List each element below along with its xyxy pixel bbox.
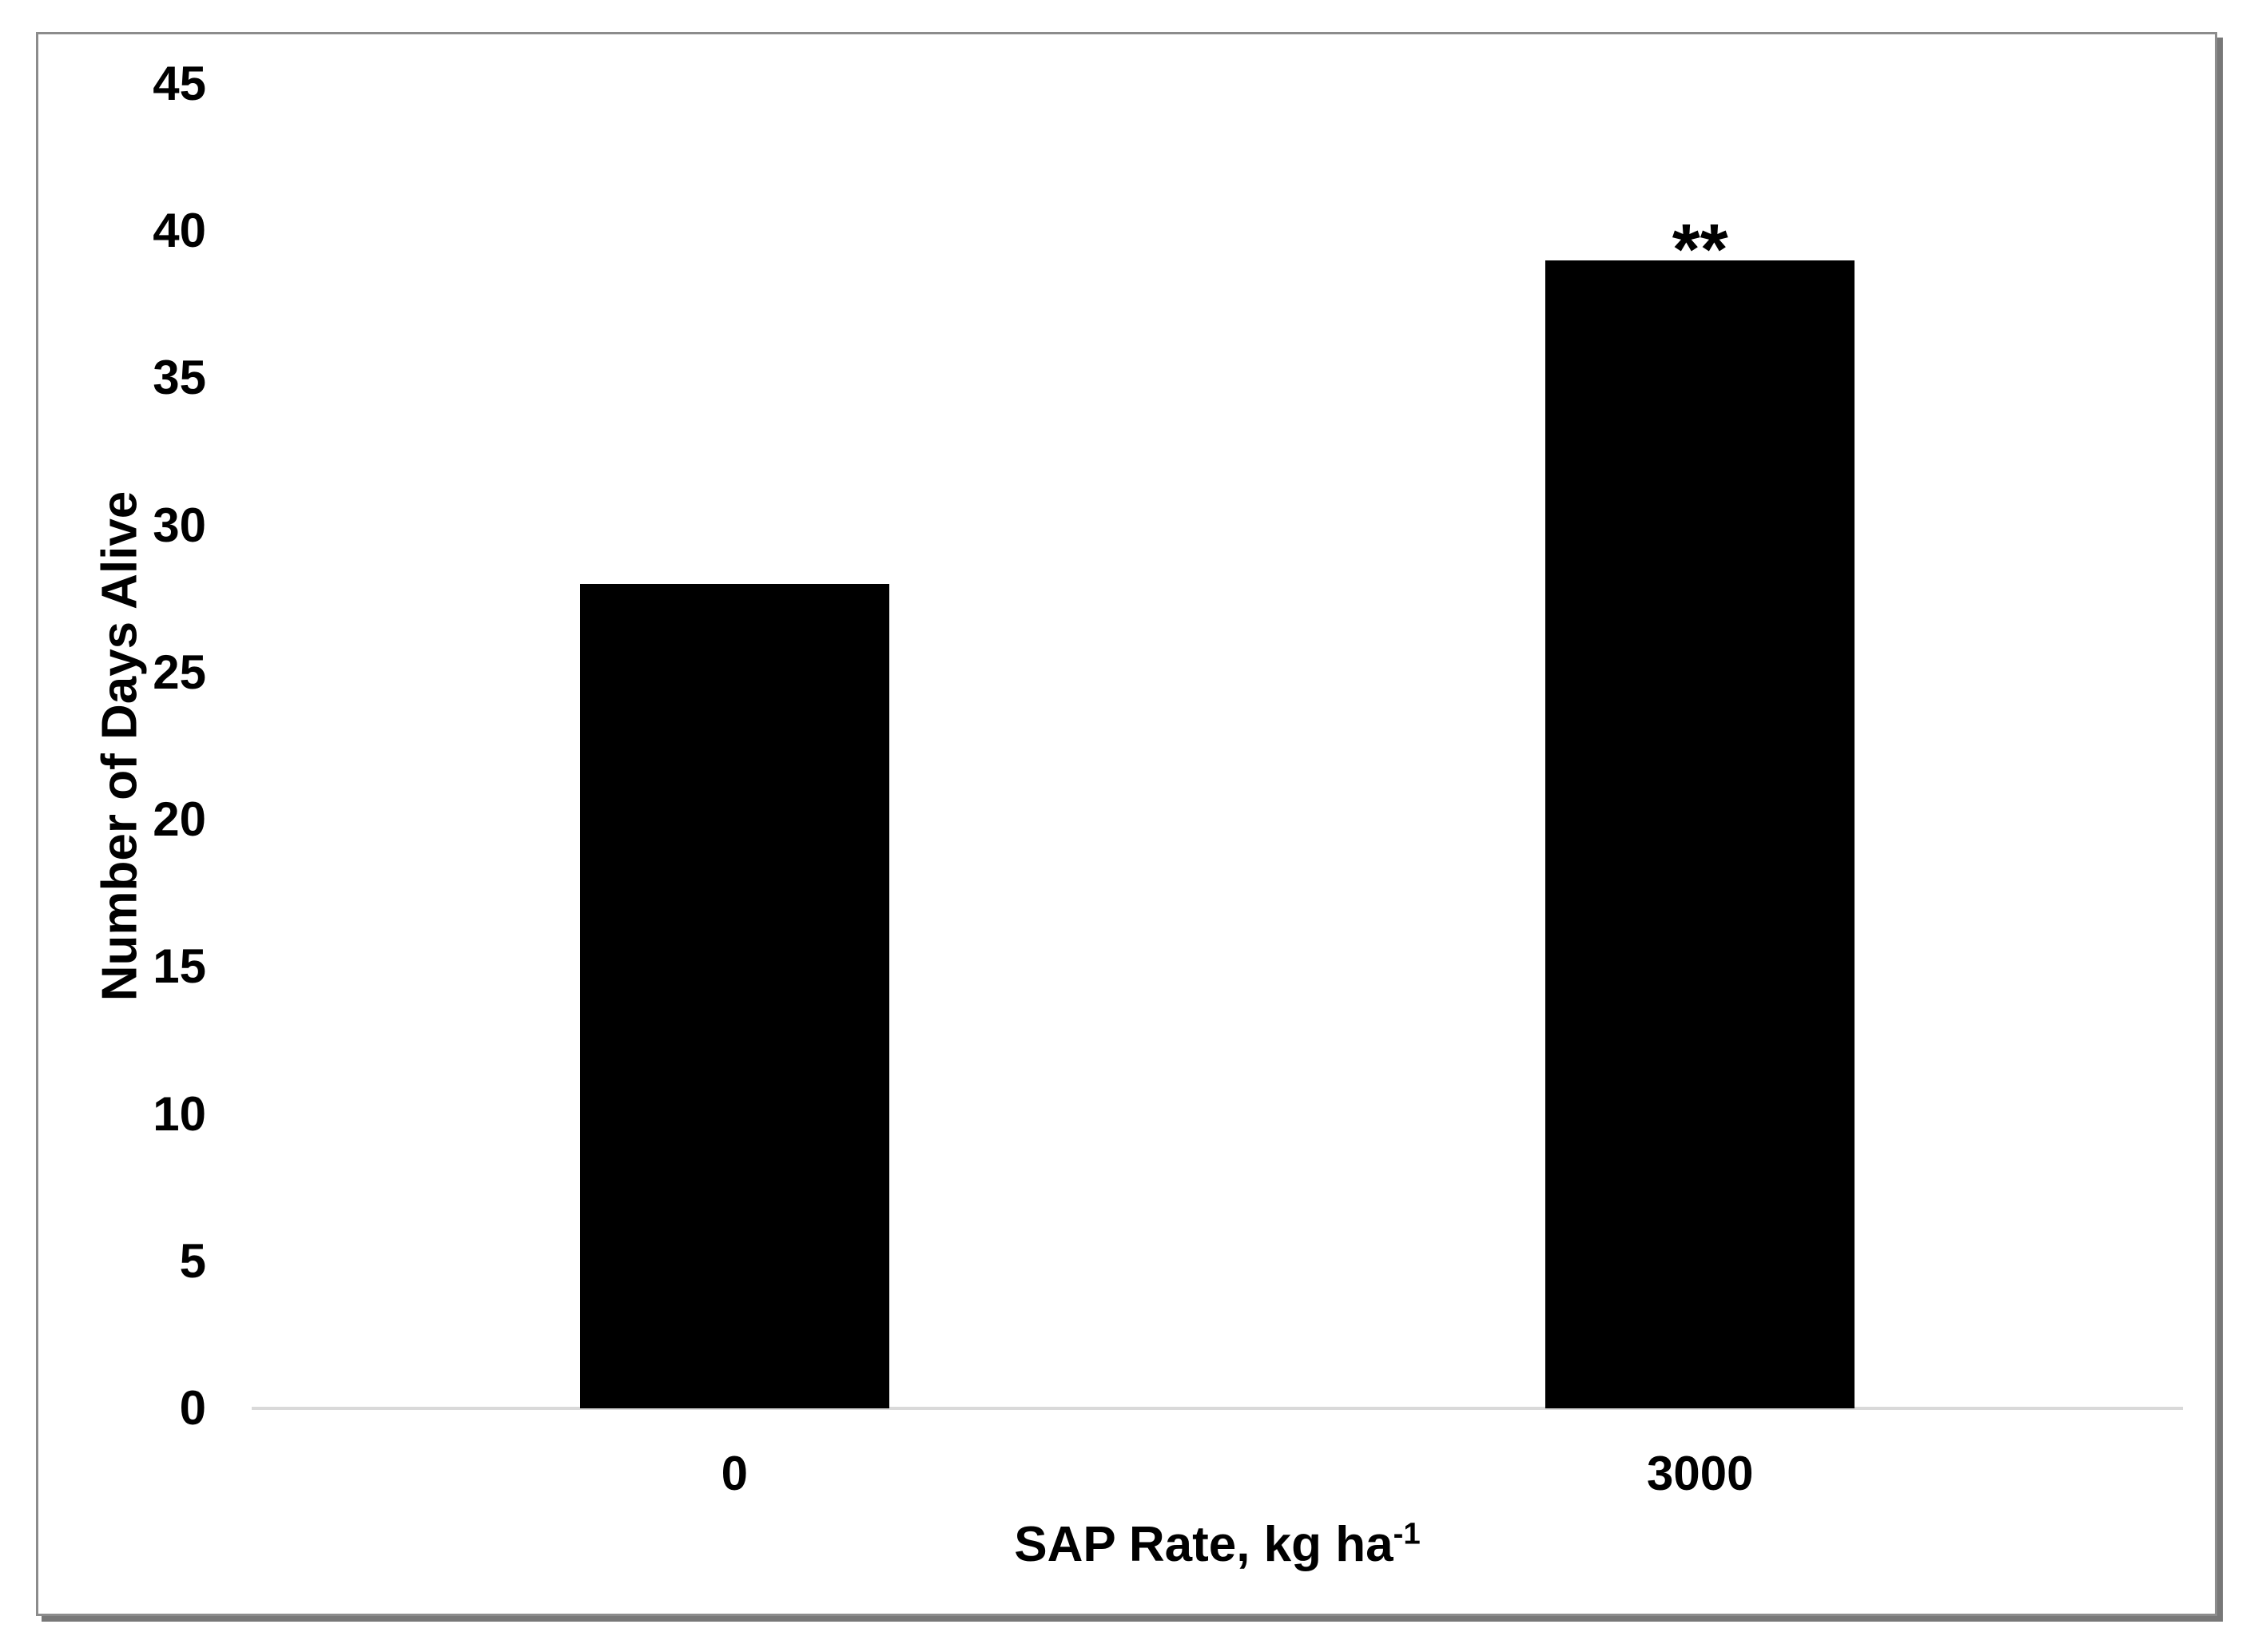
plot-area: SAP Rate, kg ha-1 0 ** 3000 xyxy=(252,84,2184,1572)
y-tick-label: 45 xyxy=(153,57,206,110)
y-tick-label: 5 xyxy=(179,1233,206,1288)
category-slot: 0 xyxy=(252,84,1218,1498)
y-tick-label: 0 xyxy=(179,1381,206,1435)
bar xyxy=(1545,260,1855,1408)
y-tick-label: 20 xyxy=(153,792,206,847)
y-tick-label: 15 xyxy=(153,939,206,994)
category-slot: ** 3000 xyxy=(1218,84,2184,1498)
y-tick-label: 40 xyxy=(153,204,206,258)
x-axis-title: SAP Rate, kg ha-1 xyxy=(252,1516,2183,1573)
x-axis-line xyxy=(252,1407,2183,1410)
y-tick-labels: 0 5 10 15 20 25 30 35 40 45 xyxy=(38,60,206,1432)
y-tick-label: 30 xyxy=(153,498,206,552)
x-axis-title-superscript: -1 xyxy=(1393,1516,1421,1551)
x-category-label: 0 xyxy=(721,1447,748,1500)
y-tick-label: 25 xyxy=(153,645,206,699)
significance-marker: ** xyxy=(1672,210,1728,291)
y-tick-label: 10 xyxy=(153,1086,206,1141)
chart-frame: Number of Days Alive 0 5 10 15 20 25 30 35 40 45 … xyxy=(36,32,2217,1616)
x-axis-title-text: SAP Rate, kg ha xyxy=(1014,1517,1393,1572)
bar xyxy=(579,584,889,1408)
x-category-label: 3000 xyxy=(1647,1447,1754,1500)
y-tick-label: 35 xyxy=(153,351,206,405)
